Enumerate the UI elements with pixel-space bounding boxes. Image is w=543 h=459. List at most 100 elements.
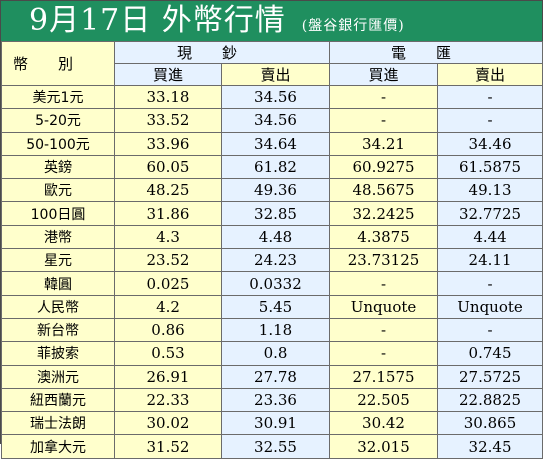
cash-sell-value: 34.56 xyxy=(220,108,331,133)
cash-sell-value: 0.8 xyxy=(220,341,331,366)
cash-buy-value: 26.91 xyxy=(114,364,222,389)
cash-sell-header: 賣出 xyxy=(220,63,331,86)
cash-sell-value: 24.23 xyxy=(220,248,331,273)
cash-buy-value: 4.3 xyxy=(114,224,222,250)
tt-buy-value: 23.73125 xyxy=(329,248,439,273)
cash-buy-value: 33.96 xyxy=(114,131,222,156)
cash-buy-header: 買進 xyxy=(114,63,222,86)
tt-sell-value: 49.13 xyxy=(437,178,543,203)
tt-buy-value: 30.42 xyxy=(329,411,439,436)
tt-buy-value: - xyxy=(329,84,439,110)
cash-sell-value: 32.55 xyxy=(220,434,331,459)
cash-buy-value: 0.53 xyxy=(114,341,222,366)
tt-buy-value: 48.5675 xyxy=(329,178,439,203)
tt-buy-value: - xyxy=(329,317,439,343)
currency-name: 瑞士法朗 xyxy=(1,411,115,436)
currency-name: 美元1元 xyxy=(1,84,115,110)
table-row: 人民幣 4.2 5.45 Unquote Unquote xyxy=(1,294,543,319)
currency-name: 星元 xyxy=(1,248,115,273)
tt-buy-value: - xyxy=(329,271,439,296)
currency-name: 韓圓 xyxy=(1,271,115,296)
cash-buy-value: 22.33 xyxy=(114,387,222,413)
cash-sell-value: 1.18 xyxy=(220,317,331,343)
currency-name: 澳洲元 xyxy=(1,364,115,389)
tt-sell-value: - xyxy=(437,271,543,296)
tt-sell-value: 27.5725 xyxy=(437,364,543,389)
cash-buy-value: 33.52 xyxy=(114,108,222,133)
tt-sell-value: - xyxy=(437,84,543,110)
cash-buy-value: 23.52 xyxy=(114,248,222,273)
cash-buy-value: 0.025 xyxy=(114,271,222,296)
tt-sell-header: 賣出 xyxy=(437,63,543,86)
table-row: 紐西蘭元 22.33 23.36 22.505 22.8825 xyxy=(1,387,543,413)
cash-buy-value: 0.86 xyxy=(114,317,222,343)
table-row: 星元 23.52 24.23 23.73125 24.11 xyxy=(1,248,543,273)
page-title: 9月17日 外幣行情 xyxy=(29,3,286,38)
tt-buy-value: - xyxy=(329,108,439,133)
table-row: 英鎊 60.05 61.82 60.9275 61.5875 xyxy=(1,154,543,180)
currency-name: 英鎊 xyxy=(1,154,115,180)
tt-sell-value: 24.11 xyxy=(437,248,543,273)
tt-buy-value: - xyxy=(329,341,439,366)
table-row: 加拿大元 31.52 32.55 32.015 32.45 xyxy=(1,434,543,459)
table-row: 美元1元 33.18 34.56- - xyxy=(1,84,543,110)
table-row: 50-100元 33.96 34.64 34.21 34.46 xyxy=(1,131,543,156)
currency-name: 港幣 xyxy=(1,224,115,250)
cash-sell-value: 0.0332 xyxy=(220,271,331,296)
table-row: 歐元 48.25 49.36 48.5675 49.13 xyxy=(1,178,543,203)
currency-name: 加拿大元 xyxy=(1,434,115,459)
tt-buy-value: 32.2425 xyxy=(329,201,439,226)
currency-name: 50-100元 xyxy=(1,131,115,156)
cash-sell-value: 27.78 xyxy=(220,364,331,389)
cash-sell-value: 5.45 xyxy=(220,294,331,319)
tt-sell-value: 22.8825 xyxy=(437,387,543,413)
currency-column-header: 幣別 xyxy=(1,41,115,86)
cash-buy-value: 33.18 xyxy=(114,84,222,110)
table-row: 菲披索 0.53 0.8-0.745 xyxy=(1,341,543,366)
currency-name: 歐元 xyxy=(1,178,115,203)
cash-buy-value: 30.02 xyxy=(114,411,222,436)
header-bar: 9月17日 外幣行情 (盤谷銀行匯價) xyxy=(1,1,542,41)
tt-sell-value: 32.45 xyxy=(437,434,543,459)
tt-sell-value: Unquote xyxy=(437,294,543,319)
tt-buy-value: 34.21 xyxy=(329,131,439,156)
cash-sell-value: 49.36 xyxy=(220,178,331,203)
cash-sell-value: 61.82 xyxy=(220,154,331,180)
cash-buy-value: 31.52 xyxy=(114,434,222,459)
table-row: 新台幣 0.86 1.18- - xyxy=(1,317,543,343)
tt-sell-value: 4.44 xyxy=(437,224,543,250)
tt-buy-header: 買進 xyxy=(329,63,439,86)
tt-buy-value: Unquote xyxy=(329,294,439,319)
tt-sell-value: 30.865 xyxy=(437,411,543,436)
telegraphic-group-header: 電匯 xyxy=(329,41,543,64)
cash-sell-value: 30.91 xyxy=(220,411,331,436)
tt-buy-value: 60.9275 xyxy=(329,154,439,180)
cash-sell-value: 34.64 xyxy=(220,131,331,156)
cash-buy-value: 31.86 xyxy=(114,201,222,226)
page-subtitle: (盤谷銀行匯價) xyxy=(301,18,405,34)
table-row: 港幣 4.3 4.48 4.3875 4.44 xyxy=(1,224,543,250)
tt-sell-value: 32.7725 xyxy=(437,201,543,226)
currency-name: 人民幣 xyxy=(1,294,115,319)
tt-sell-value: - xyxy=(437,317,543,343)
table-row: 100日圓 31.86 32.85 32.2425 32.7725 xyxy=(1,201,543,226)
tt-buy-value: 32.015 xyxy=(329,434,439,459)
currency-name: 5-20元 xyxy=(1,108,115,133)
cash-group-header: 現鈔 xyxy=(113,41,331,64)
cash-sell-value: 23.36 xyxy=(220,387,331,413)
currency-name: 新台幣 xyxy=(1,317,115,343)
tt-buy-value: 22.505 xyxy=(329,387,439,413)
cash-sell-value: 4.48 xyxy=(220,224,331,250)
tt-sell-value: - xyxy=(437,108,543,133)
cash-sell-value: 34.56 xyxy=(220,84,331,110)
currency-name: 100日圓 xyxy=(1,201,115,226)
table-row: 韓圓 0.025 0.0332- - xyxy=(1,271,543,296)
cash-sell-value: 32.85 xyxy=(220,201,331,226)
cash-buy-value: 60.05 xyxy=(114,154,222,180)
rate-rows: 美元1元 33.18 34.56- -5-20元 33.52 34.56- -50-100元… xyxy=(1,84,543,459)
currency-name: 紐西蘭元 xyxy=(1,387,115,413)
tt-buy-value: 27.1575 xyxy=(329,364,439,389)
currency-name: 菲披索 xyxy=(1,341,115,366)
table-row: 澳洲元 26.91 27.78 27.1575 27.5725 xyxy=(1,364,543,389)
